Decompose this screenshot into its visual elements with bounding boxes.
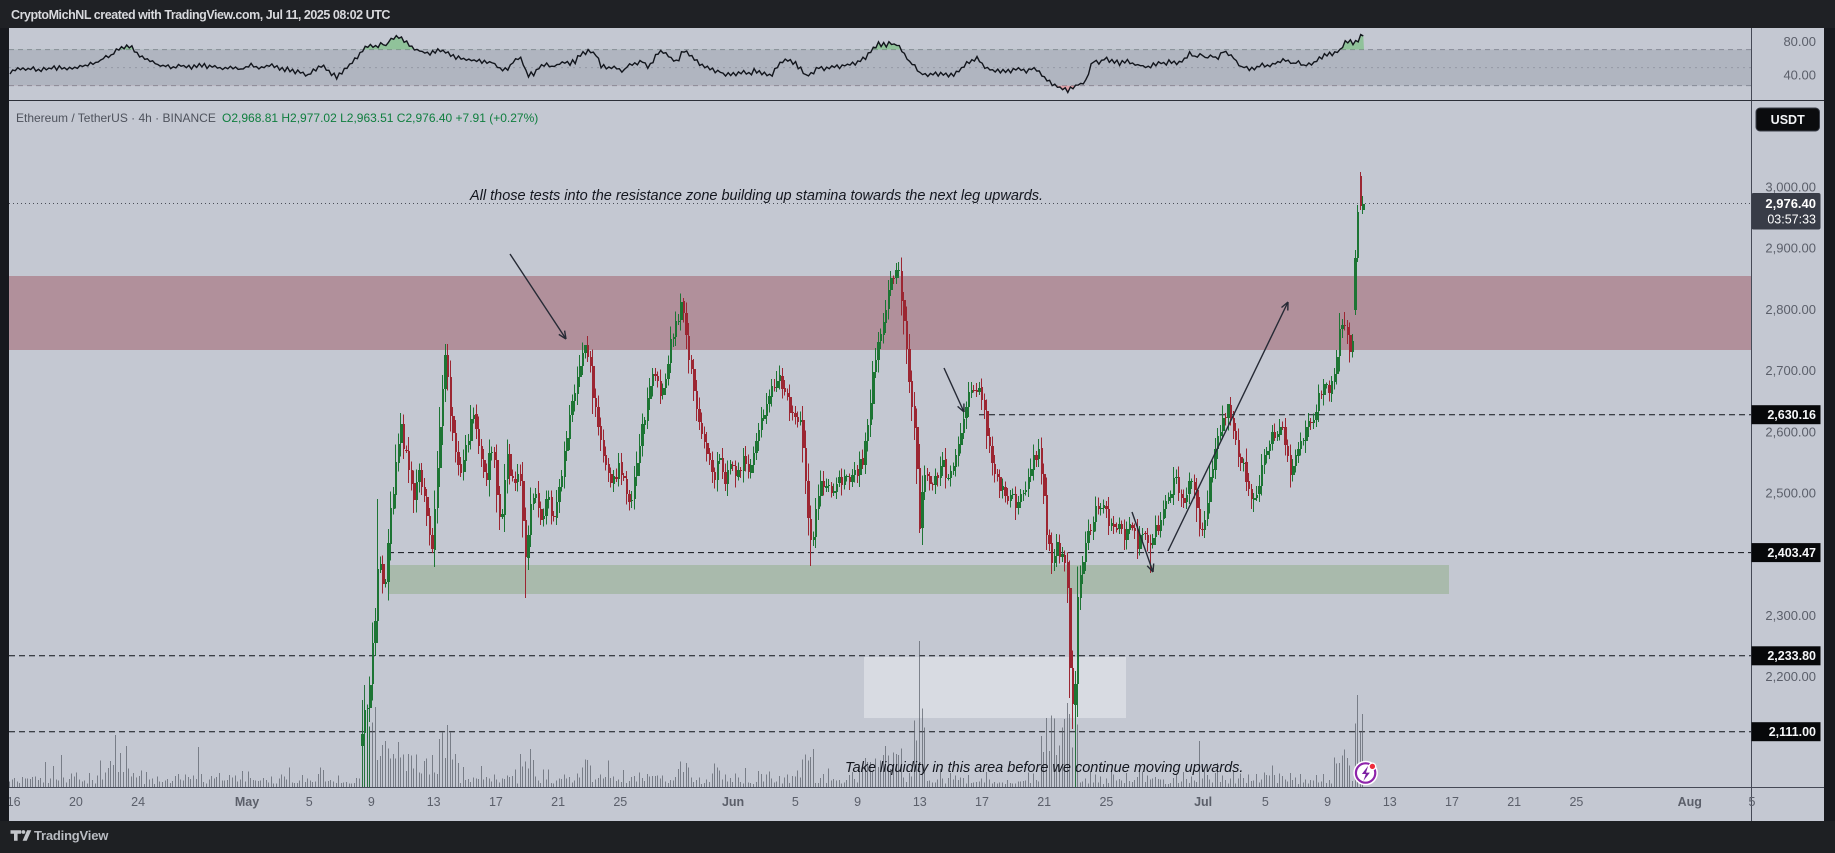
svg-text:2,200.00: 2,200.00 [1765, 669, 1816, 684]
svg-text:13: 13 [427, 795, 441, 809]
svg-text:21: 21 [1507, 795, 1521, 809]
svg-text:2,630.16: 2,630.16 [1767, 408, 1816, 422]
svg-text:O2,968.81 H2,977.02 L2,963.51: O2,968.81 H2,977.02 L2,963.51 C2,976.40 … [222, 111, 538, 125]
svg-text:Jun: Jun [722, 795, 744, 809]
svg-text:25: 25 [1099, 795, 1113, 809]
svg-text:25: 25 [1569, 795, 1583, 809]
svg-text:Take liquidity in this area be: Take liquidity in this area before we co… [845, 760, 1243, 776]
svg-text:2,600.00: 2,600.00 [1765, 424, 1816, 439]
svg-text:80.00: 80.00 [1783, 34, 1816, 49]
svg-text:21: 21 [551, 795, 565, 809]
svg-text:Jul: Jul [1194, 795, 1212, 809]
svg-text:USDT: USDT [1771, 113, 1805, 127]
svg-text:Ethereum / TetherUS · 4h · BIN: Ethereum / TetherUS · 4h · BINANCE [16, 111, 216, 125]
svg-text:TradingView: TradingView [34, 828, 109, 843]
svg-text:Aug: Aug [1678, 795, 1702, 809]
svg-text:2,976.40: 2,976.40 [1765, 196, 1816, 211]
svg-text:2,300.00: 2,300.00 [1765, 608, 1816, 623]
svg-text:25: 25 [613, 795, 627, 809]
svg-text:5: 5 [792, 795, 799, 809]
svg-text:3,000.00: 3,000.00 [1765, 180, 1816, 195]
svg-text:2,900.00: 2,900.00 [1765, 241, 1816, 256]
svg-text:17: 17 [975, 795, 989, 809]
svg-text:9: 9 [1324, 795, 1331, 809]
svg-text:CryptoMichNL created with Trad: CryptoMichNL created with TradingView.co… [11, 8, 390, 22]
svg-text:5: 5 [1262, 795, 1269, 809]
svg-text:9: 9 [854, 795, 861, 809]
svg-text:2,233.80: 2,233.80 [1767, 649, 1816, 663]
svg-text:2,500.00: 2,500.00 [1765, 486, 1816, 501]
svg-text:24: 24 [131, 795, 145, 809]
svg-text:21: 21 [1037, 795, 1051, 809]
svg-text:5: 5 [1749, 795, 1756, 809]
svg-text:17: 17 [1445, 795, 1459, 809]
svg-text:13: 13 [913, 795, 927, 809]
svg-text:40.00: 40.00 [1783, 67, 1816, 82]
svg-text:May: May [235, 795, 259, 809]
svg-text:03:57:33: 03:57:33 [1767, 213, 1816, 227]
svg-text:9: 9 [368, 795, 375, 809]
svg-text:20: 20 [69, 795, 83, 809]
svg-text:16: 16 [7, 795, 21, 809]
svg-text:17: 17 [489, 795, 503, 809]
svg-text:2,111.00: 2,111.00 [1769, 725, 1816, 739]
svg-text:5: 5 [306, 795, 313, 809]
svg-text:All those tests into the resis: All those tests into the resistance zone… [469, 188, 1043, 204]
svg-text:2,403.47: 2,403.47 [1767, 546, 1816, 560]
svg-text:2,800.00: 2,800.00 [1765, 302, 1816, 317]
svg-text:13: 13 [1383, 795, 1397, 809]
svg-text:2,700.00: 2,700.00 [1765, 363, 1816, 378]
